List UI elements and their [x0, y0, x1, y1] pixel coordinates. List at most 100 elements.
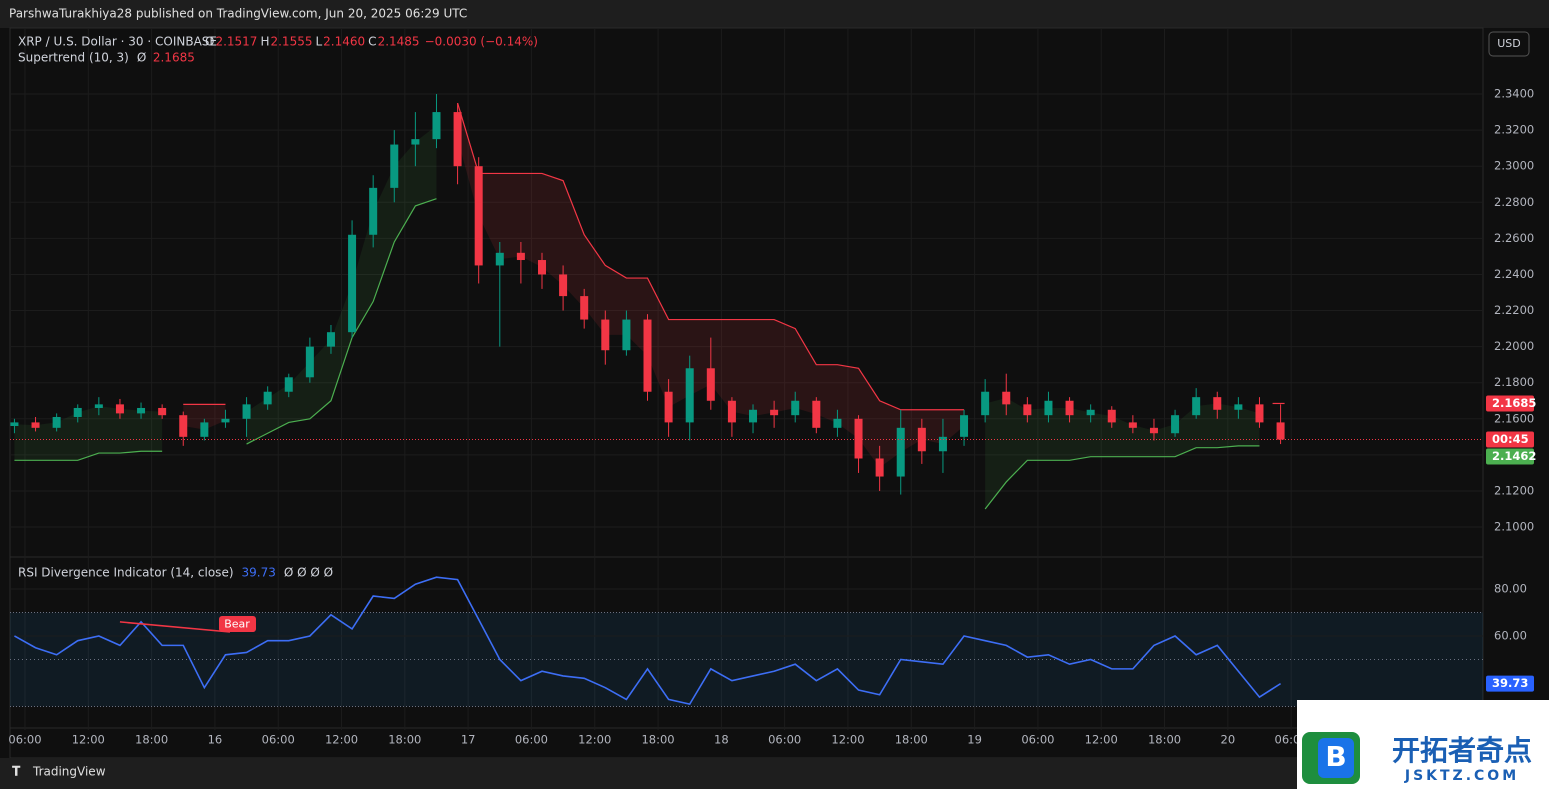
- divergence-label: Bear: [224, 618, 250, 631]
- x-tick-label: 12:00: [72, 733, 105, 747]
- candle-body: [242, 404, 251, 419]
- divergence-line: [119, 621, 231, 633]
- candle-body: [390, 144, 399, 188]
- candle-body: [622, 319, 631, 351]
- candle-body: [960, 415, 969, 437]
- watermark-site: JSKTZ.COM: [1404, 768, 1519, 784]
- rsi-extras: Ø Ø Ø Ø: [284, 566, 333, 580]
- candle-body: [179, 415, 188, 437]
- ohlc-value: 2.1555: [270, 35, 312, 49]
- trend-fill: [246, 125, 437, 445]
- candle-body: [981, 391, 990, 416]
- symbol-title: XRP / U.S. Dollar · 30 · COINBASE: [18, 35, 217, 49]
- x-tick-label: 18: [714, 733, 729, 747]
- y-tick-label: 2.1200: [1494, 483, 1534, 497]
- countdown-box: [1486, 431, 1534, 448]
- supertrend-up-price-box: [1486, 448, 1534, 465]
- candle-body: [580, 296, 589, 320]
- candle-body: [137, 407, 146, 414]
- candle-body: [284, 377, 293, 392]
- rsi-label: RSI Divergence Indicator (14, close): [18, 566, 234, 580]
- candle-body: [1234, 404, 1243, 410]
- bottom-bar: [0, 758, 1549, 789]
- candle-body: [1276, 422, 1285, 440]
- candle-body: [749, 409, 758, 423]
- x-tick-label: 18:00: [641, 733, 674, 747]
- x-tick-label: 06:00: [515, 733, 548, 747]
- x-tick-label: 18:00: [895, 733, 928, 747]
- candle-body: [453, 112, 462, 167]
- candle-body: [1086, 409, 1095, 416]
- candle-body: [1255, 404, 1264, 423]
- candle-body: [474, 166, 483, 266]
- candle-body: [326, 332, 335, 347]
- candle-body: [1128, 422, 1137, 428]
- candle-body: [727, 400, 736, 423]
- y-tick-label: 2.1800: [1494, 375, 1534, 389]
- ohlc-change: −0.0030 (−0.14%): [425, 35, 538, 49]
- x-tick-label: 16: [208, 733, 223, 747]
- y-tick-label: 2.3200: [1494, 123, 1534, 137]
- trend-fill: [985, 398, 1260, 510]
- y-tick-label: 2.2600: [1494, 231, 1534, 245]
- y-tick-label: 2.3000: [1494, 159, 1534, 173]
- y-tick-label: 2.2800: [1494, 195, 1534, 209]
- y-tick-label: 2.2400: [1494, 267, 1534, 281]
- top-bar: [0, 0, 1549, 28]
- candle-body: [812, 400, 821, 428]
- candle-body: [917, 427, 926, 452]
- x-tick-label: 18:00: [135, 733, 168, 747]
- x-tick-label: 12:00: [831, 733, 864, 747]
- candle-body: [875, 458, 884, 477]
- candle-body: [1023, 404, 1032, 416]
- supertrend-symbol: Ø: [137, 51, 146, 65]
- x-tick-label: 12:00: [578, 733, 611, 747]
- footer-logo: TradingView: [32, 765, 106, 779]
- candle-body: [854, 418, 863, 459]
- candle-body: [221, 418, 230, 423]
- y-tick-label: 2.3400: [1494, 87, 1534, 101]
- rsi-line: [14, 576, 1282, 706]
- ohlc-key: L: [315, 35, 322, 49]
- candle-body: [1065, 400, 1074, 416]
- candle-body: [643, 319, 652, 392]
- candle-body: [263, 391, 272, 405]
- candle-body: [601, 319, 610, 351]
- x-tick-label: 06:00: [8, 733, 41, 747]
- rsi-tick-label: 80.00: [1494, 581, 1527, 595]
- x-tick-label: 06:00: [262, 733, 295, 747]
- y-tick-label: 2.2000: [1494, 339, 1534, 353]
- candle-body: [770, 409, 779, 416]
- x-tick-label: 17: [461, 733, 476, 747]
- candle-body: [10, 422, 19, 427]
- watermark-icon-inner: [1318, 738, 1354, 778]
- ohlc-value: 2.1517: [215, 35, 257, 49]
- countdown: 00:45: [1492, 432, 1529, 446]
- candle-body: [1149, 427, 1158, 434]
- watermark-letter: B: [1325, 740, 1346, 773]
- currency-button[interactable]: [1488, 31, 1530, 57]
- candle-body: [52, 416, 61, 428]
- supertrend-value: 2.1685: [153, 51, 195, 65]
- y-tick-label: 2.2200: [1494, 303, 1534, 317]
- candle-body: [664, 391, 673, 423]
- supertrend-price-box: [1486, 395, 1534, 412]
- supertrend-line: [14, 450, 163, 461]
- plot-layer: 06:00 12:00 18:00 16 06:00 12:00 18:00 17 06:00 1…: [8, 28, 1536, 747]
- tv-icon: 𝐓: [12, 765, 21, 780]
- ohlc-value: 2.1460: [323, 35, 365, 49]
- x-tick-label: 20: [1221, 733, 1236, 747]
- candle-body: [791, 400, 800, 416]
- supertrend-line: [984, 445, 1260, 510]
- candle-body: [1213, 397, 1222, 410]
- candle-body: [115, 404, 124, 414]
- candle-body: [833, 418, 842, 428]
- ohlc-value: 2.1485: [378, 35, 420, 49]
- trend-fill: [183, 404, 226, 430]
- rsi-value: 39.73: [1492, 676, 1528, 690]
- y-tick-label: 2.1000: [1494, 520, 1534, 534]
- candle-body: [1192, 397, 1201, 416]
- divergence-badge: [219, 616, 256, 632]
- candle-body: [559, 274, 568, 297]
- x-tick-label: 18:00: [1148, 733, 1181, 747]
